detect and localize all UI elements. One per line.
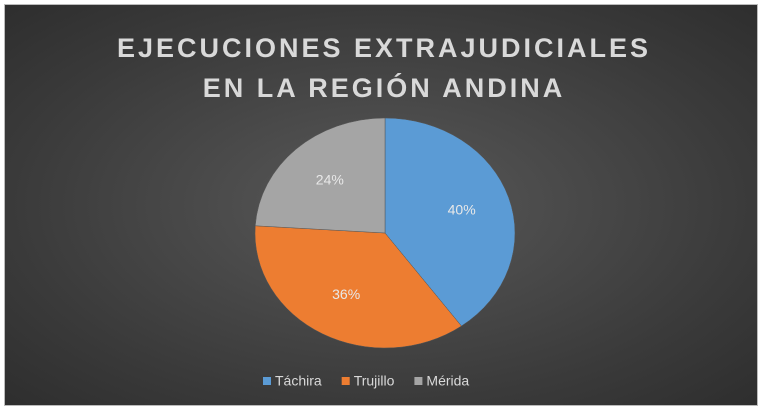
- legend-label: Mérida: [426, 373, 469, 389]
- data-label: 36%: [332, 286, 360, 302]
- pie-slice: [384, 117, 516, 327]
- legend-label: Trujillo: [354, 373, 395, 389]
- pie-slice: [254, 225, 462, 349]
- data-label: 24%: [316, 172, 344, 188]
- pie-slice: [254, 117, 386, 234]
- legend-marker: [341, 377, 350, 385]
- legend-marker: [414, 377, 423, 385]
- legend-label: Táchira: [275, 373, 322, 389]
- data-label: 40%: [448, 202, 476, 218]
- legend-marker: [263, 377, 271, 385]
- chart-title: EJECUCIONES EXTRAJUDICIALES EN LA REGIÓN…: [116, 33, 652, 103]
